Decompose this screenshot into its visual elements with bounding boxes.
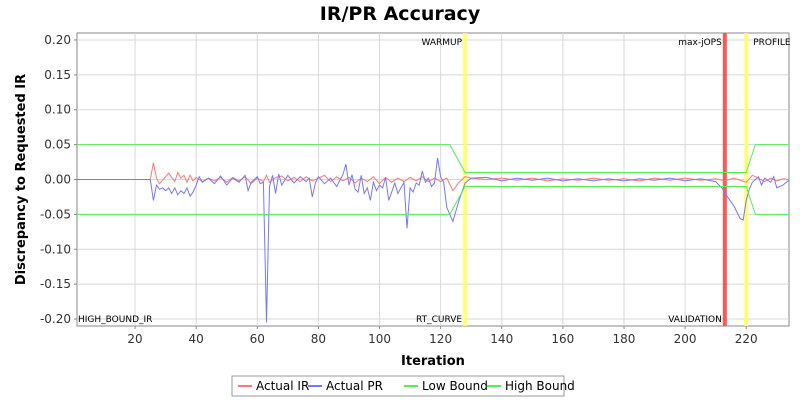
x-tick-label: 160 — [551, 332, 574, 346]
x-tick-label: 20 — [127, 332, 142, 346]
y-tick-label: -0.20 — [40, 312, 71, 326]
x-axis-label: Iteration — [401, 354, 465, 369]
phase-marker-label: WARMUP — [421, 38, 462, 48]
x-tick-label: 40 — [189, 332, 204, 346]
y-tick-label: -0.05 — [40, 207, 71, 221]
legend-label: Low Bound — [422, 379, 488, 393]
legend-box — [231, 375, 565, 397]
y-tick-label: 0.05 — [44, 138, 71, 152]
y-tick-label: -0.10 — [40, 242, 71, 256]
x-tick-label: 180 — [613, 332, 636, 346]
y-axis-label: Discrepancy to Requested IR — [14, 74, 29, 285]
phase-marker-label: RT_CURVE — [416, 315, 462, 325]
legend-label: Actual IR — [256, 379, 309, 393]
x-tick-label: 80 — [311, 332, 326, 346]
phase-marker-band — [722, 33, 727, 326]
phase-marker-label: max-jOPS — [678, 38, 722, 48]
x-tick-label: 220 — [735, 332, 758, 346]
x-tick-label: 140 — [490, 332, 513, 346]
y-tick-label: 0.10 — [44, 103, 71, 117]
series-line-low-bound — [77, 186, 789, 215]
y-tick-label: 0.20 — [44, 33, 71, 47]
phase-marker-label: VALIDATION — [668, 315, 722, 325]
phase-marker-label: HIGH_BOUND_IR — [78, 315, 152, 325]
chart-title: IR/PR Accuracy — [320, 3, 481, 25]
y-tick-label: 0.00 — [44, 173, 71, 187]
x-tick-label: 60 — [250, 332, 265, 346]
x-tick-label: 120 — [429, 332, 452, 346]
y-tick-label: -0.15 — [40, 277, 71, 291]
x-tick-label: 100 — [368, 332, 391, 346]
y-tick-label: 0.15 — [44, 68, 71, 82]
phase-marker-band — [744, 33, 749, 326]
legend-label: Actual PR — [326, 379, 383, 393]
phase-marker-label: PROFILE — [753, 38, 791, 48]
series-line-actual-pr — [77, 157, 790, 323]
legend-label: High Bound — [505, 379, 575, 393]
x-tick-label: 200 — [674, 332, 697, 346]
series-line-high-bound — [77, 144, 789, 173]
phase-marker-band — [463, 33, 468, 326]
